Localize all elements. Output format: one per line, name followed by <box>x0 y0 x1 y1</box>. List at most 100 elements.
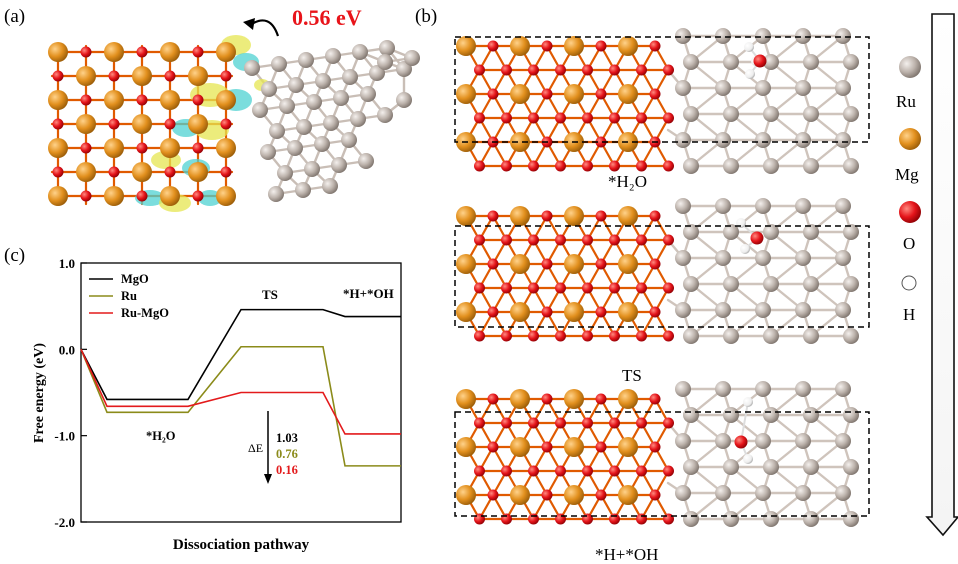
o-atom <box>528 112 539 124</box>
ru-atom <box>763 328 779 344</box>
o-atom <box>555 417 566 429</box>
o-atom <box>595 306 607 318</box>
o-atom <box>649 88 661 100</box>
ru-atom <box>795 80 811 96</box>
o-atom <box>649 258 661 270</box>
ru-atom <box>803 224 819 240</box>
o-atom <box>649 441 661 453</box>
charge-transfer-arrowhead <box>243 18 255 30</box>
mg-atom <box>618 36 638 56</box>
ru-atom <box>843 459 859 475</box>
ru-atom <box>396 92 412 108</box>
o-atom <box>528 417 539 429</box>
h-atom <box>743 397 753 407</box>
mg-atom <box>618 302 638 322</box>
o-atom <box>541 306 553 318</box>
o-atom <box>136 142 148 154</box>
state-label-h-oh: *H+*OH <box>595 545 658 564</box>
mg-atom <box>104 186 124 206</box>
o-atom <box>555 465 566 477</box>
mg-atom <box>510 132 530 152</box>
ru-atom <box>675 433 691 449</box>
mg-atom <box>188 162 208 182</box>
o-atom <box>541 441 553 453</box>
ru-atom <box>244 60 260 76</box>
o-atom <box>609 160 620 172</box>
o-atom <box>474 234 485 246</box>
o-atom <box>595 258 607 270</box>
mg-atom <box>510 36 530 56</box>
barrier-ru-mgo: 0.16 <box>276 463 298 477</box>
legend-ru-label: Ru <box>896 92 916 111</box>
mg-atom <box>160 42 180 62</box>
o-atom <box>734 435 748 449</box>
ru-atom <box>835 80 851 96</box>
legend-o-label: O <box>903 234 915 253</box>
ru-atom <box>683 407 699 423</box>
ru-atom <box>803 328 819 344</box>
ru-atom <box>763 158 779 174</box>
ru-atom <box>803 276 819 292</box>
ru-atom <box>723 158 739 174</box>
series-line-ru-mgo <box>80 349 401 435</box>
mg-atom <box>160 138 180 158</box>
ru-atom <box>683 54 699 70</box>
o-atom <box>609 112 620 124</box>
ru-atom <box>333 90 349 106</box>
o-atom <box>636 160 647 172</box>
o-atom <box>136 94 148 106</box>
o-atom <box>636 330 647 342</box>
o-atom <box>649 40 661 52</box>
unit-cell-box <box>454 36 870 143</box>
ru-atom <box>358 153 374 169</box>
legend-o-atom <box>899 201 921 223</box>
mg-atom <box>104 90 124 110</box>
pathway-progress-arrow <box>925 13 958 537</box>
mg-atom <box>564 389 584 409</box>
mg-atom <box>510 84 530 104</box>
ru-atom <box>298 52 314 68</box>
ru-atom <box>763 407 779 423</box>
h-atom <box>743 454 753 464</box>
o-atom <box>750 231 764 245</box>
o-atom <box>108 166 120 178</box>
series-lines <box>80 308 401 467</box>
o-atom <box>582 282 593 294</box>
ru-atom <box>350 111 366 127</box>
o-atom <box>501 465 512 477</box>
annotation-final: *H+*OH <box>343 286 394 301</box>
o-atom <box>582 330 593 342</box>
mg-atom <box>188 66 208 86</box>
ru-atom <box>755 250 771 266</box>
o-atom <box>555 282 566 294</box>
ru-atom <box>715 132 731 148</box>
ru-atom <box>277 165 293 181</box>
ru-atom <box>715 381 731 397</box>
mg-atom <box>564 485 584 505</box>
mg-atom <box>456 84 476 104</box>
o-atom <box>108 70 120 82</box>
mg-atom <box>564 254 584 274</box>
o-atom <box>636 112 647 124</box>
mg-atom <box>48 138 68 158</box>
o-atom <box>501 417 512 429</box>
ru-atom <box>795 28 811 44</box>
ru-atom <box>715 28 731 44</box>
ru-atom <box>315 73 331 89</box>
ru-atom <box>755 132 771 148</box>
o-atom <box>649 306 661 318</box>
o-atom <box>595 441 607 453</box>
ru-atom <box>675 302 691 318</box>
o-atom <box>595 210 607 222</box>
y-tick-label: -2.0 <box>54 515 75 530</box>
state-label-ts: TS <box>622 366 642 385</box>
ru-atom <box>843 511 859 527</box>
o-atom <box>501 330 512 342</box>
state-label-h2o: *H₂O <box>608 172 647 191</box>
o-atom <box>649 393 661 405</box>
o-atom <box>541 258 553 270</box>
o-atom <box>108 118 120 130</box>
ru-atom <box>763 54 779 70</box>
legend-mg-atom <box>899 128 921 150</box>
